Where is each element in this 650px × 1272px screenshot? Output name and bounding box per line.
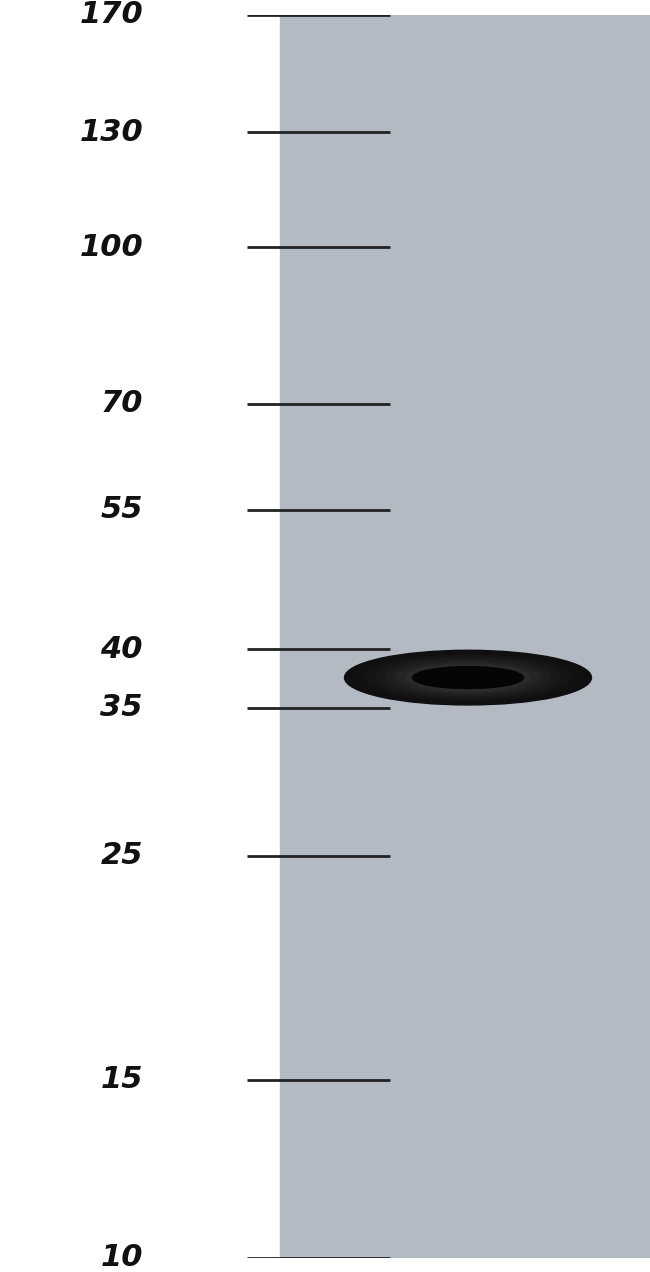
Ellipse shape bbox=[376, 658, 560, 698]
Text: 70: 70 bbox=[101, 389, 143, 418]
Text: 25: 25 bbox=[101, 841, 143, 870]
Text: 40: 40 bbox=[101, 635, 143, 664]
Text: 100: 100 bbox=[79, 233, 143, 262]
Ellipse shape bbox=[427, 669, 509, 687]
Text: 15: 15 bbox=[101, 1065, 143, 1094]
Ellipse shape bbox=[396, 661, 540, 693]
Ellipse shape bbox=[412, 667, 524, 688]
Ellipse shape bbox=[458, 675, 478, 681]
Ellipse shape bbox=[447, 673, 489, 682]
Ellipse shape bbox=[385, 659, 551, 696]
Text: 130: 130 bbox=[79, 118, 143, 146]
Text: 10: 10 bbox=[101, 1243, 143, 1272]
Ellipse shape bbox=[437, 670, 499, 684]
Bar bbox=[280, 14, 650, 1258]
Ellipse shape bbox=[355, 653, 581, 702]
Text: 170: 170 bbox=[79, 0, 143, 29]
Ellipse shape bbox=[417, 667, 519, 689]
Ellipse shape bbox=[406, 664, 530, 691]
Text: 35: 35 bbox=[101, 693, 143, 722]
Bar bbox=[0, 14, 280, 1258]
Text: 55: 55 bbox=[101, 495, 143, 524]
Ellipse shape bbox=[365, 655, 571, 701]
Ellipse shape bbox=[344, 650, 592, 705]
